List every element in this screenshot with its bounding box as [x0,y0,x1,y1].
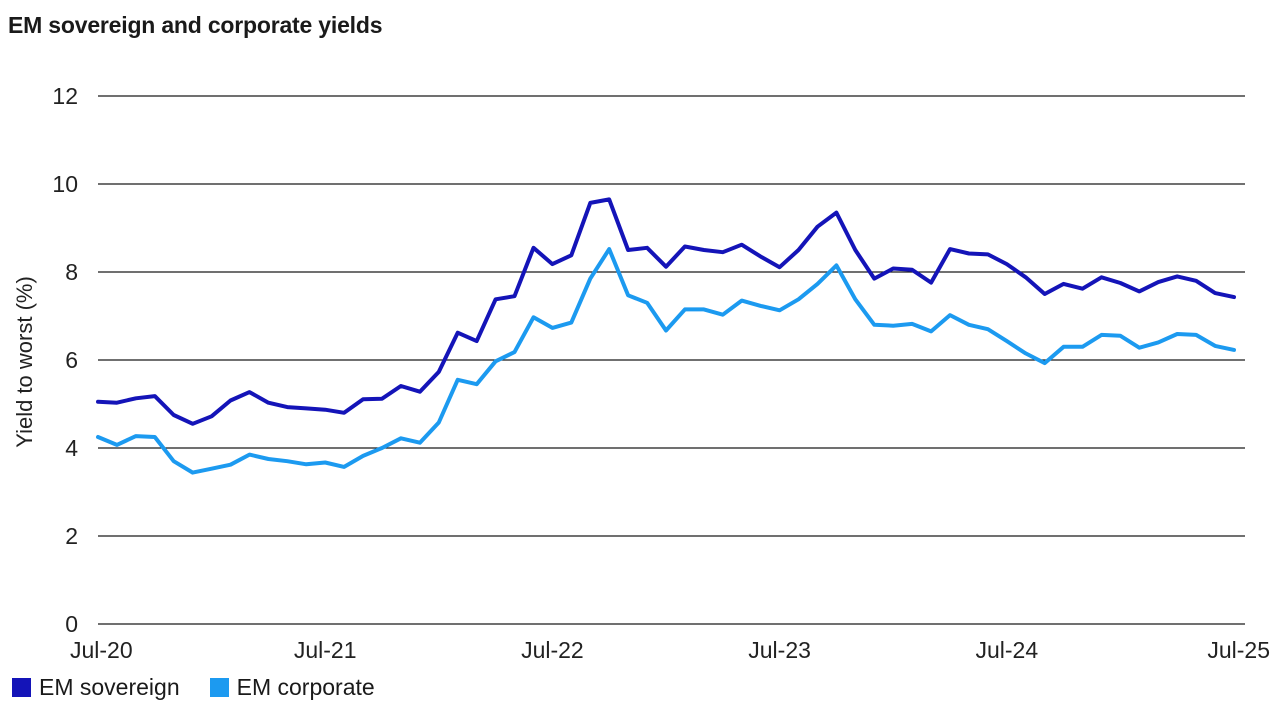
legend-item-em-sovereign: EM sovereign [12,674,180,701]
legend-swatch-em-corporate [209,678,229,697]
x-tick-label-Jul-20: Jul-20 [70,637,133,663]
y-tick-label-10: 10 [52,171,78,197]
x-tick-label-Jul-23: Jul-23 [748,637,811,663]
legend-item-em-corporate: EM corporate [209,674,375,701]
chart-title: EM sovereign and corporate yields [8,12,383,38]
x-tick-label-Jul-22: Jul-22 [521,637,584,663]
y-tick-label-4: 4 [65,435,78,461]
series-line-em-sovereign [96,197,1236,426]
x-tick-label-Jul-25: Jul-25 [1207,637,1270,663]
series-line-em-corporate [96,247,1236,475]
series-lines [96,197,1236,475]
x-axis-ticks: Jul-20 Jul-21 Jul-22 Jul-23 Jul-24 Jul-25 [70,637,1270,663]
y-axis-label: Yield to worst (%) [12,276,37,448]
y-tick-label-2: 2 [65,523,78,549]
y-tick-label-0: 0 [65,611,78,637]
legend: EM sovereign EM corporate [12,674,405,701]
gridlines [98,95,1245,625]
y-tick-label-8: 8 [65,259,78,285]
y-axis-ticks: 0 2 4 6 8 10 12 [52,83,78,637]
legend-label-em-sovereign: EM sovereign [39,674,180,700]
legend-label-em-corporate: EM corporate [236,674,375,700]
y-tick-label-6: 6 [65,347,78,373]
y-tick-label-12: 12 [52,83,78,109]
x-tick-label-Jul-24: Jul-24 [975,637,1038,663]
legend-swatch-em-sovereign [12,678,31,697]
x-tick-label-Jul-21: Jul-21 [294,637,357,663]
